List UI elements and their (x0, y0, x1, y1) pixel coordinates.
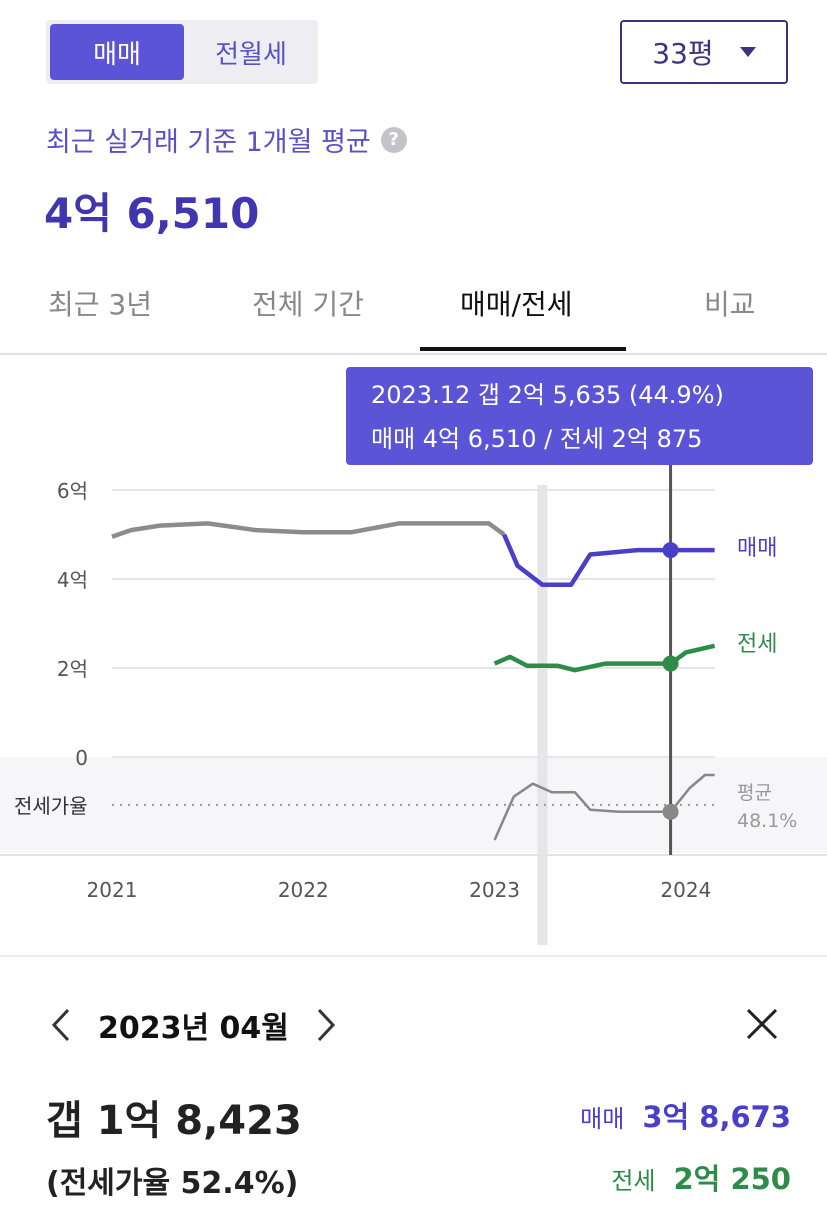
series-line-jeonse (493, 643, 716, 673)
series-line-ratio (493, 773, 715, 841)
sale-price-value: 3억 8,673 (642, 1100, 791, 1134)
x-tick-label: 2021 (87, 878, 138, 902)
prev-month-button[interactable] (44, 1000, 78, 1050)
chart-tooltip: 2023.12 갭 2억 5,635 (44.9%) 매매 4억 6,510 /… (346, 367, 813, 465)
tab-recent-3-years[interactable]: 최근 3년 (48, 288, 152, 321)
area-size-value: 33평 (652, 37, 714, 70)
ratio-average-label: 평균 (737, 782, 772, 804)
jeonse-price-label: 전세 (611, 1167, 656, 1195)
area-size-dropdown[interactable]: 33평 (620, 20, 788, 84)
series-label-jeonse: 전세 (737, 632, 777, 657)
x-tick-label: 2023 (469, 878, 520, 902)
active-tab-indicator (420, 347, 626, 351)
panel-divider (0, 955, 827, 957)
jeonse-price-row: 전세 2억 250 (611, 1156, 791, 1198)
tab-compare[interactable]: 비교 (704, 288, 756, 321)
ratio-band (0, 757, 827, 853)
price-trend-chart[interactable]: 6억 4억 2억 0 2021 2022 2023 2024 2023.12 갭 2억 5,… (0, 355, 827, 955)
help-icon[interactable]: ? (380, 126, 407, 153)
price-basis-text: 최근 실거래 기준 1개월 평균 (46, 127, 371, 158)
ratio-average-value: 48.1% (737, 810, 797, 832)
jeonse-price-value: 2억 250 (673, 1162, 792, 1196)
price-basis-label: 최근 실거래 기준 1개월 평균 ? (46, 120, 407, 159)
y-tick-label: 0 (75, 746, 88, 770)
trade-type-segmented-control: 매매 전월세 (46, 20, 318, 84)
chevron-left-icon (51, 1008, 70, 1042)
x-tick-label: 2024 (660, 878, 711, 902)
marker-sale (662, 542, 679, 559)
selected-month-band[interactable] (537, 485, 548, 945)
sale-price-label: 매매 (580, 1105, 625, 1133)
ratio-axis-label: 전세가율 (14, 794, 88, 818)
series-line-sale (502, 533, 715, 588)
sale-price-row: 매매 3억 8,673 (580, 1094, 791, 1136)
x-tick-label: 2022 (278, 878, 329, 902)
tooltip-line-1: 2023.12 갭 2억 5,635 (44.9%) (371, 381, 724, 409)
tooltip-box (346, 367, 813, 465)
caret-down-icon (739, 47, 756, 57)
jeonse-ratio: (전세가율 52.4%) (46, 1166, 299, 1201)
next-month-button[interactable] (309, 1000, 343, 1050)
marker-ratio (662, 803, 679, 820)
close-button[interactable] (740, 1002, 784, 1046)
average-price: 4억 6,510 (44, 189, 260, 238)
tab-all-period[interactable]: 전체 기간 (252, 288, 364, 321)
series-line-sale-history (111, 521, 506, 539)
gap-amount: 갭 1억 8,423 (46, 1098, 302, 1144)
close-icon (746, 1008, 778, 1040)
y-tick-label: 6억 (57, 479, 88, 503)
y-tick-label: 4억 (57, 568, 88, 592)
period-tabs: 최근 3년 전체 기간 매매/전세 비교 (0, 265, 827, 355)
y-tick-label: 2억 (57, 657, 88, 681)
chevron-right-icon (317, 1008, 335, 1042)
series-label-sale: 매매 (737, 536, 777, 561)
tab-sale-jeonse[interactable]: 매매/전세 (460, 288, 573, 321)
segment-sale[interactable]: 매매 (50, 24, 184, 80)
month-navigator: 2023년 04월 (44, 1000, 804, 1050)
tooltip-line-2: 매매 4억 6,510 / 전세 2억 875 (371, 425, 702, 453)
marker-jeonse (662, 655, 679, 672)
segment-lease[interactable]: 전월세 (215, 39, 287, 70)
selected-month: 2023년 04월 (98, 1011, 289, 1046)
